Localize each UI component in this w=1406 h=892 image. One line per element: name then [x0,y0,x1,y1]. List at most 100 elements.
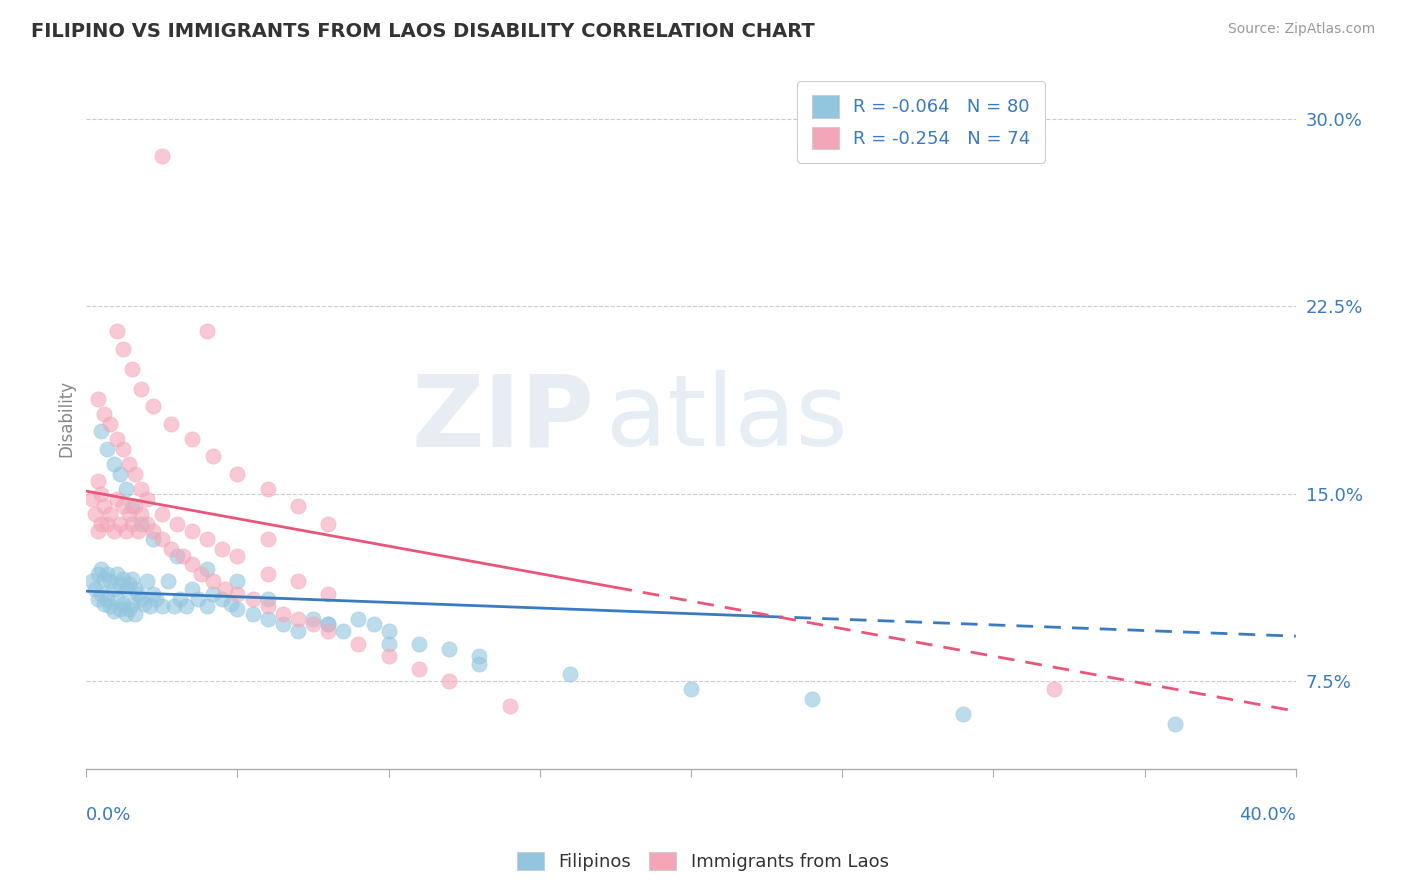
Point [111,597,134,611]
Point [84,582,107,596]
Point [150,149,173,163]
Point [211,591,233,606]
Point [558,666,581,681]
Point [150,507,173,521]
Point [211,541,233,556]
Point [316,516,339,531]
Point [93,597,115,611]
Point [117,507,139,521]
Point [169,591,191,606]
Point [93,407,115,421]
Point [202,587,225,601]
Point [108,516,131,531]
Point [1164,716,1187,731]
Point [498,699,520,714]
Point [221,597,243,611]
Point [93,572,115,586]
Point [121,499,143,513]
Point [139,599,162,614]
Point [242,607,264,621]
Point [93,499,115,513]
Point [129,591,152,606]
Point [103,457,125,471]
Point [103,524,125,538]
Point [166,516,188,531]
Point [87,474,110,488]
Point [679,681,702,696]
Point [187,591,209,606]
Point [132,597,155,611]
Point [190,566,212,581]
Point [256,532,278,546]
Point [287,574,309,589]
Point [377,637,399,651]
Point [135,516,157,531]
Point [226,587,249,601]
Point [287,612,309,626]
Point [347,637,370,651]
Point [111,442,134,456]
Point [256,482,278,496]
Point [87,591,110,606]
Point [181,582,204,596]
Point [408,662,430,676]
Point [181,432,204,446]
Point [121,597,143,611]
Point [121,516,143,531]
Point [195,532,218,546]
Point [100,599,122,614]
Point [408,637,430,651]
Point [87,392,110,406]
Point [302,616,325,631]
Point [82,574,104,589]
Point [105,566,128,581]
Point [114,582,136,596]
Point [121,572,143,586]
Point [124,467,146,481]
Point [129,516,152,531]
Text: 40.0%: 40.0% [1239,806,1296,824]
Point [105,324,128,338]
Point [195,599,218,614]
Point [111,499,134,513]
Point [256,566,278,581]
Point [287,624,309,639]
Point [96,442,118,456]
Point [316,616,339,631]
Point [287,499,309,513]
Point [129,382,152,396]
Point [100,574,122,589]
Point [111,342,134,356]
Point [96,566,118,581]
Point [135,574,157,589]
Point [160,417,183,431]
Text: Source: ZipAtlas.com: Source: ZipAtlas.com [1227,22,1375,37]
Legend: R = -0.064   N = 80, R = -0.254   N = 74: R = -0.064 N = 80, R = -0.254 N = 74 [797,81,1045,163]
Point [202,449,225,463]
Point [316,624,339,639]
Point [90,516,112,531]
Point [347,612,370,626]
Point [195,324,218,338]
Point [114,524,136,538]
Point [202,574,225,589]
Text: ZIP: ZIP [412,370,595,467]
Point [84,507,107,521]
Point [117,457,139,471]
Point [142,587,165,601]
Point [100,417,122,431]
Point [105,591,128,606]
Point [108,467,131,481]
Point [114,482,136,496]
Point [100,507,122,521]
Point [142,532,165,546]
Point [114,607,136,621]
Point [129,507,152,521]
Point [87,524,110,538]
Point [437,641,460,656]
Point [90,587,112,601]
Point [256,599,278,614]
Point [332,624,354,639]
Point [181,524,204,538]
Point [160,541,183,556]
